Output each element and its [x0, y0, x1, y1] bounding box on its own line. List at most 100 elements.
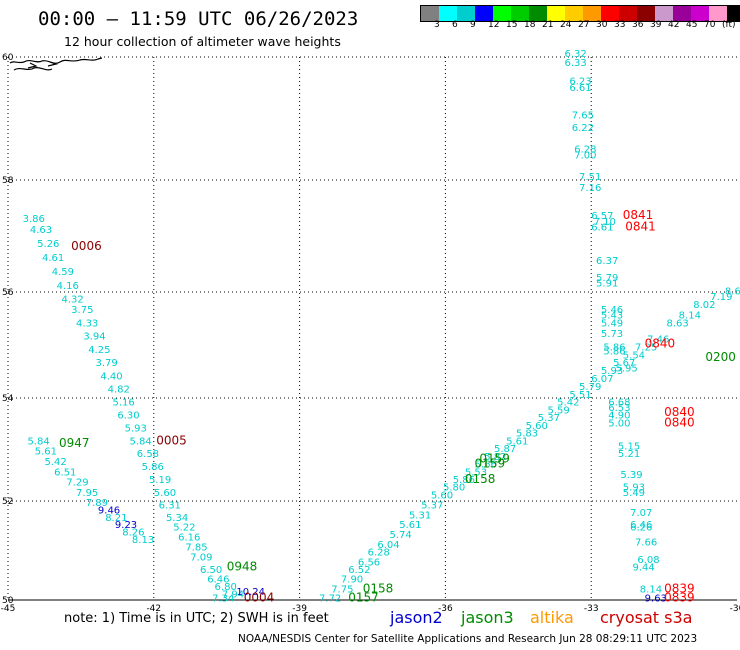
wave-height-label: 6.31 — [159, 500, 181, 511]
wave-height-label: 5.59 — [547, 405, 569, 416]
wave-height-label: 5.93 — [601, 366, 623, 377]
wave-height-label: 6.51 — [54, 467, 76, 478]
wave-height-label: 6.52 — [348, 565, 370, 576]
wave-height-label: 5.49 — [601, 318, 623, 329]
wave-height-label: 8.21 — [105, 513, 127, 524]
wave-height-label: 7.89 — [86, 498, 108, 509]
wave-height-label: 9.63 — [645, 594, 667, 605]
pass-time-label: 0159 — [475, 457, 506, 471]
wave-height-label: 5.26 — [37, 239, 59, 250]
wave-height-label: 5.61 — [399, 520, 421, 531]
map-grid — [7, 56, 737, 601]
wave-height-label: 7.29 — [66, 478, 88, 489]
wave-height-label: 5.22 — [173, 523, 195, 534]
wave-height-label: 4.61 — [42, 253, 64, 264]
lat-tick-label: 56 — [2, 288, 14, 298]
wave-height-label: 6.53 — [608, 403, 630, 414]
wave-height-label: 5.84 — [130, 436, 152, 447]
wave-height-label: 5.87 — [494, 444, 516, 455]
legend-label: 39 — [650, 20, 662, 30]
legend-label: 18 — [524, 20, 536, 30]
legend-swatch — [583, 6, 601, 21]
wave-height-label: 6.80 — [215, 582, 237, 593]
lon-tick-label: -30 — [730, 604, 740, 614]
wave-height-label: 7.34 — [212, 594, 234, 605]
wave-height-label: 3.75 — [71, 305, 93, 316]
wave-height-label: 4.16 — [57, 281, 79, 292]
wave-height-label: 6.46 — [207, 575, 229, 586]
wave-height-label: 5.19 — [149, 475, 171, 486]
wave-height-label: 5.80 — [443, 483, 465, 494]
wave-height-label: 6.04 — [377, 540, 399, 551]
wave-height-label: 6.22 — [572, 123, 594, 134]
wave-height-label: 5.60 — [431, 490, 453, 501]
wave-height-label: 6.07 — [591, 374, 613, 385]
wave-height-label: 5.31 — [409, 510, 431, 521]
wave-height-label: 7.10 — [594, 217, 616, 228]
wave-height-label: 5.42 — [44, 457, 66, 468]
wave-height-label: 4.25 — [88, 345, 110, 356]
legend-swatch — [493, 6, 511, 21]
wave-height-label: 4.90 — [608, 411, 630, 422]
wave-height-label: 7.72 — [319, 594, 341, 605]
wave-height-label: 4.63 — [30, 225, 52, 236]
legend-swatch — [547, 6, 565, 21]
wave-height-label: 5.86 — [453, 475, 475, 486]
legend-label: 33 — [614, 20, 626, 30]
wave-height-label: 5.43 — [601, 311, 623, 322]
note-text: note: 1) Time is in UTC; 2) SWH is in fe… — [64, 611, 329, 626]
legend-swatch — [727, 6, 740, 21]
legend-swatch — [565, 6, 583, 21]
pass-time-label: 0840 — [645, 337, 676, 351]
lon-tick-label: -39 — [292, 604, 307, 614]
pass-time-label: 0004 — [244, 591, 275, 605]
legend-label: 21 — [542, 20, 554, 30]
wave-height-label: 4.59 — [52, 267, 74, 278]
wave-height-label: 5.91 — [596, 278, 618, 289]
wave-height-label: 7.95 — [76, 488, 98, 499]
wave-height-label: 8.6 — [725, 287, 740, 298]
legend-jason2: jason2 — [390, 608, 443, 627]
legend-swatch — [691, 6, 709, 21]
legend-label: 30 — [596, 20, 608, 30]
wave-height-label: 5.37 — [421, 500, 443, 511]
lon-tick-label: -33 — [584, 604, 599, 614]
lon-tick-label: -42 — [146, 604, 161, 614]
wave-height-label: 6.46 — [630, 520, 652, 531]
wave-height-label: 5.73 — [601, 329, 623, 340]
wave-height-label: 5.93 — [623, 483, 645, 494]
wave-height-label: 7.25 — [635, 342, 657, 353]
wave-height-label: 5.60 — [526, 421, 548, 432]
wave-height-label: 5.66 — [475, 460, 497, 471]
wave-height-label: 3.94 — [83, 332, 105, 343]
wave-height-label: 6.68 — [608, 398, 630, 409]
pass-time-label: 0840 — [664, 415, 695, 429]
pass-time-label: 0158 — [465, 472, 496, 486]
wave-height-label: 6.37 — [596, 256, 618, 267]
pass-time-label: 0158 — [363, 582, 394, 596]
wave-height-label: 5.95 — [616, 364, 638, 375]
legend-label: 6 — [452, 20, 458, 30]
wave-height-label: 4.33 — [76, 318, 98, 329]
wave-height-label: 7.07 — [630, 508, 652, 519]
wave-height-label: 5.67 — [613, 358, 635, 369]
wave-height-label: 8.26 — [122, 528, 144, 539]
wave-height-label: 5.86 — [603, 347, 625, 358]
wave-height-label: 7.09 — [190, 552, 212, 563]
wave-height-label: 9.23 — [115, 520, 137, 531]
wave-height-label: 4.82 — [108, 385, 130, 396]
wave-height-label: 7.19 — [710, 292, 732, 303]
wave-height-label: 6.28 — [574, 144, 596, 155]
wave-height-label: 6.61 — [569, 83, 591, 94]
footer-credit: NOAA/NESDIS Center for Satellite Applica… — [238, 633, 698, 645]
wave-height-label: 6.26 — [630, 523, 652, 534]
wave-height-label: 5.74 — [390, 530, 412, 541]
track-labels: 3.864.63 5.26 4.61 4.59 4.16 4.323.75 4.33 3.94… — [23, 49, 740, 605]
wave-height-label: 5.51 — [569, 390, 591, 401]
wave-height-label: 5.82 — [484, 452, 506, 463]
legend-swatch — [655, 6, 673, 21]
legend-swatch — [673, 6, 691, 21]
legend-swatch — [619, 6, 637, 21]
lon-tick-label: -36 — [438, 604, 453, 614]
